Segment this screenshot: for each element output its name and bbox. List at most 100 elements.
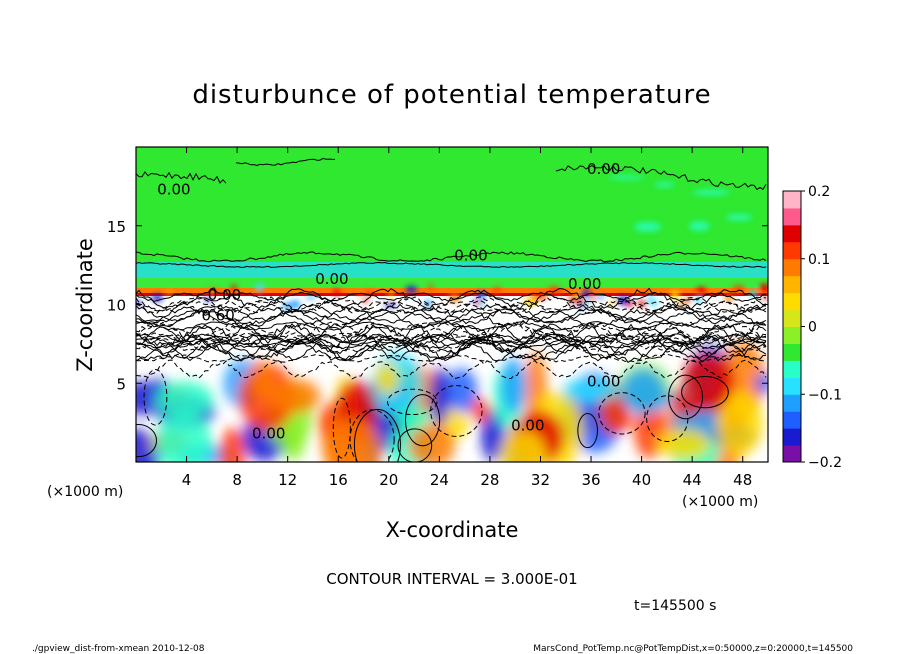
x-tick-label: 20 — [379, 471, 398, 489]
colorbar-tick-label: 0.1 — [808, 252, 830, 268]
field-speck — [576, 299, 585, 306]
field-streak — [633, 221, 662, 232]
field-band-green — [136, 278, 768, 288]
x-tick-label: 12 — [278, 471, 297, 489]
field-speck — [645, 299, 653, 303]
x-tick-label: 4 — [182, 471, 192, 489]
x-axis-unit: (×1000 m) — [682, 494, 758, 510]
x-tick-label: 40 — [632, 471, 651, 489]
contour-loop — [430, 385, 483, 437]
y-axis-label: Z-coordinate — [73, 238, 97, 372]
field-streak — [692, 189, 730, 196]
field-blob — [396, 406, 429, 431]
chart-title: disturbunce of potential temperature — [192, 80, 711, 110]
contour-loop — [404, 394, 441, 447]
x-tick-label: 8 — [232, 471, 242, 489]
contour-line — [136, 261, 767, 268]
field-upper — [136, 147, 768, 267]
contour-label: 0.00 — [587, 160, 620, 178]
contour-line — [136, 339, 767, 363]
field-speck — [578, 304, 587, 309]
field-blob — [682, 351, 734, 412]
x-tick-label: 44 — [683, 471, 702, 489]
contour-line — [136, 251, 767, 263]
field-speck — [384, 303, 397, 308]
field-blob — [500, 358, 527, 413]
field-streak — [654, 181, 675, 188]
colorbar: 0.2 0.1 0 −0.1 −0.2 — [782, 184, 842, 471]
contour-line — [136, 321, 767, 343]
field-blob — [470, 397, 490, 423]
field-speck — [748, 289, 758, 297]
colorbar-swatch — [783, 258, 801, 277]
contour-line — [555, 165, 767, 191]
field-blob — [155, 380, 214, 418]
field-speck — [387, 293, 395, 299]
contour-line — [136, 308, 767, 325]
contour-line — [136, 353, 767, 363]
y-tick-label: 15 — [107, 218, 126, 236]
contour-loop — [387, 388, 438, 416]
contour-loop — [332, 397, 351, 459]
colorbar-swatch — [783, 224, 801, 243]
contour-line — [136, 299, 767, 314]
contour-label: 0.00 — [454, 246, 487, 264]
contour-label: 0.00 — [252, 424, 285, 442]
colorbar-swatch — [783, 411, 801, 429]
field-blob — [375, 362, 399, 396]
contour-line — [136, 291, 766, 302]
field-blob — [500, 430, 548, 462]
field-speck — [405, 285, 418, 294]
y-tick-label: 5 — [116, 375, 126, 393]
contour-line — [136, 339, 767, 360]
field-blob — [155, 412, 212, 462]
contour-line — [136, 322, 767, 348]
field-streak — [688, 221, 711, 231]
field-speck — [759, 283, 768, 292]
contour-loop — [353, 409, 401, 462]
field-blob — [136, 429, 161, 462]
field-speck — [732, 285, 745, 292]
footer-left: ./gpview_dist-from-xmean 2010-12-08 — [32, 644, 205, 654]
colorbar-swatch — [783, 445, 801, 463]
field-speck — [428, 283, 433, 291]
contour-line — [136, 287, 767, 311]
x-tick-label: 24 — [430, 471, 449, 489]
field-blob — [656, 428, 711, 460]
field-streak — [608, 175, 645, 180]
colorbar-swatch — [783, 326, 801, 344]
contour-loop — [577, 412, 598, 449]
contour-label: 0.00 — [315, 270, 348, 288]
contour-loop — [349, 409, 395, 462]
field-speck — [424, 300, 432, 308]
colorbar-tick-label: 0.2 — [808, 184, 830, 200]
field-blob — [429, 367, 451, 426]
contour-loop — [397, 428, 433, 462]
contour-line — [136, 332, 767, 345]
field-speck — [476, 299, 481, 307]
colorbar-swatch — [783, 207, 801, 226]
colorbar-swatch — [783, 191, 801, 209]
contour-label: 0.00 — [568, 275, 601, 293]
contour-line — [136, 359, 767, 380]
field-speck — [231, 284, 237, 292]
contour-interval: CONTOUR INTERVAL = 3.000E-01 — [326, 570, 577, 588]
colorbar-swatch — [783, 309, 801, 327]
x-tick-label: 32 — [531, 471, 550, 489]
field-blob — [716, 391, 764, 456]
field-speck — [595, 295, 606, 299]
field-speck — [292, 300, 301, 309]
colorbar-swatch — [783, 394, 801, 412]
field-speck — [166, 290, 172, 295]
colorbar-swatch — [783, 275, 801, 294]
field-speck — [649, 294, 654, 299]
contour-line — [136, 321, 767, 342]
contour-label: 0.00 — [157, 180, 190, 198]
y-tick-label: 10 — [107, 297, 126, 315]
x-tick-label: 28 — [480, 471, 499, 489]
field-speck — [696, 286, 707, 295]
field-speck — [588, 295, 599, 300]
field-speck — [305, 295, 316, 299]
contour-line — [136, 308, 767, 329]
contour-loop — [598, 392, 646, 435]
